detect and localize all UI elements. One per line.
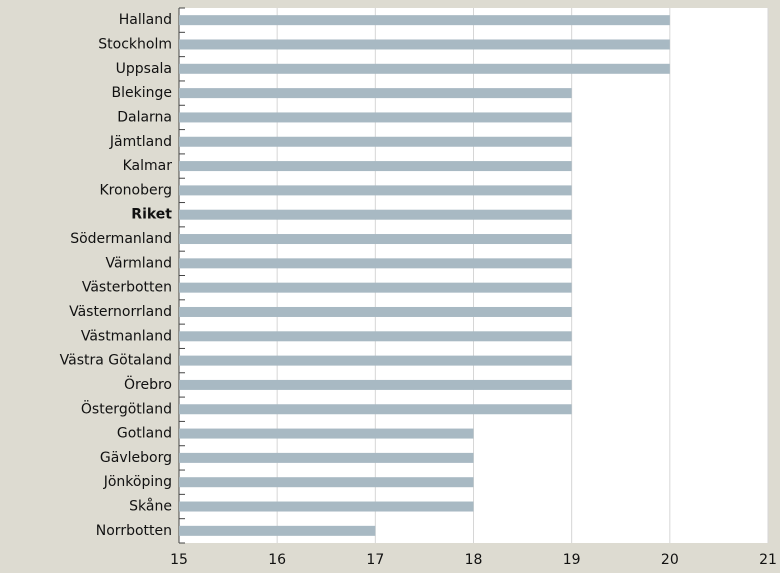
y-tick-label: Riket [131,207,172,223]
y-tick-label: Skåne [129,498,172,515]
x-tick-label: 21 [759,552,777,568]
y-tick-label: Uppsala [116,61,172,77]
bar [179,525,376,536]
bar [179,501,474,512]
bar [179,15,670,26]
bar [179,88,572,99]
y-tick-label: Kalmar [123,158,173,174]
bar [179,63,670,74]
y-tick-label: Södermanland [70,231,172,247]
x-tick-label: 20 [661,552,679,568]
bar [179,112,572,123]
bar [179,355,572,366]
y-tick-label: Västmanland [81,328,172,344]
bar [179,282,572,293]
bar [179,161,572,172]
y-tick-label: Jämtland [109,134,172,150]
bar [179,136,572,147]
y-tick-label: Halland [119,12,172,28]
y-tick-label: Stockholm [98,36,172,52]
y-tick-label: Västra Götaland [60,353,172,369]
x-tick-label: 16 [268,552,286,568]
x-tick-label: 15 [170,552,188,568]
y-tick-label: Gotland [117,426,172,442]
bar [179,185,572,196]
bar [179,379,572,390]
y-tick-label: Västernorrland [69,304,172,320]
y-tick-label: Västerbotten [82,280,172,296]
bar [179,477,474,488]
bar [179,306,572,317]
bar [179,452,474,463]
y-tick-label: Örebro [124,375,172,393]
y-tick-label: Värmland [106,255,172,271]
y-tick-label: Dalarna [117,109,172,125]
bar [179,209,572,220]
bar [179,258,572,269]
bar [179,234,572,245]
y-tick-label: Gävleborg [100,450,172,466]
bar [179,404,572,415]
x-tick-label: 17 [366,552,384,568]
y-tick-label: Östergötland [81,399,172,417]
x-tick-label: 19 [563,552,581,568]
y-tick-label: Kronoberg [99,182,172,198]
y-tick-label: Norrbotten [96,523,172,539]
bar [179,428,474,439]
x-tick-label: 18 [465,552,483,568]
bar [179,39,670,50]
bar [179,331,572,342]
y-tick-label: Blekinge [112,85,172,101]
y-tick-label: Jönköping [103,474,172,490]
